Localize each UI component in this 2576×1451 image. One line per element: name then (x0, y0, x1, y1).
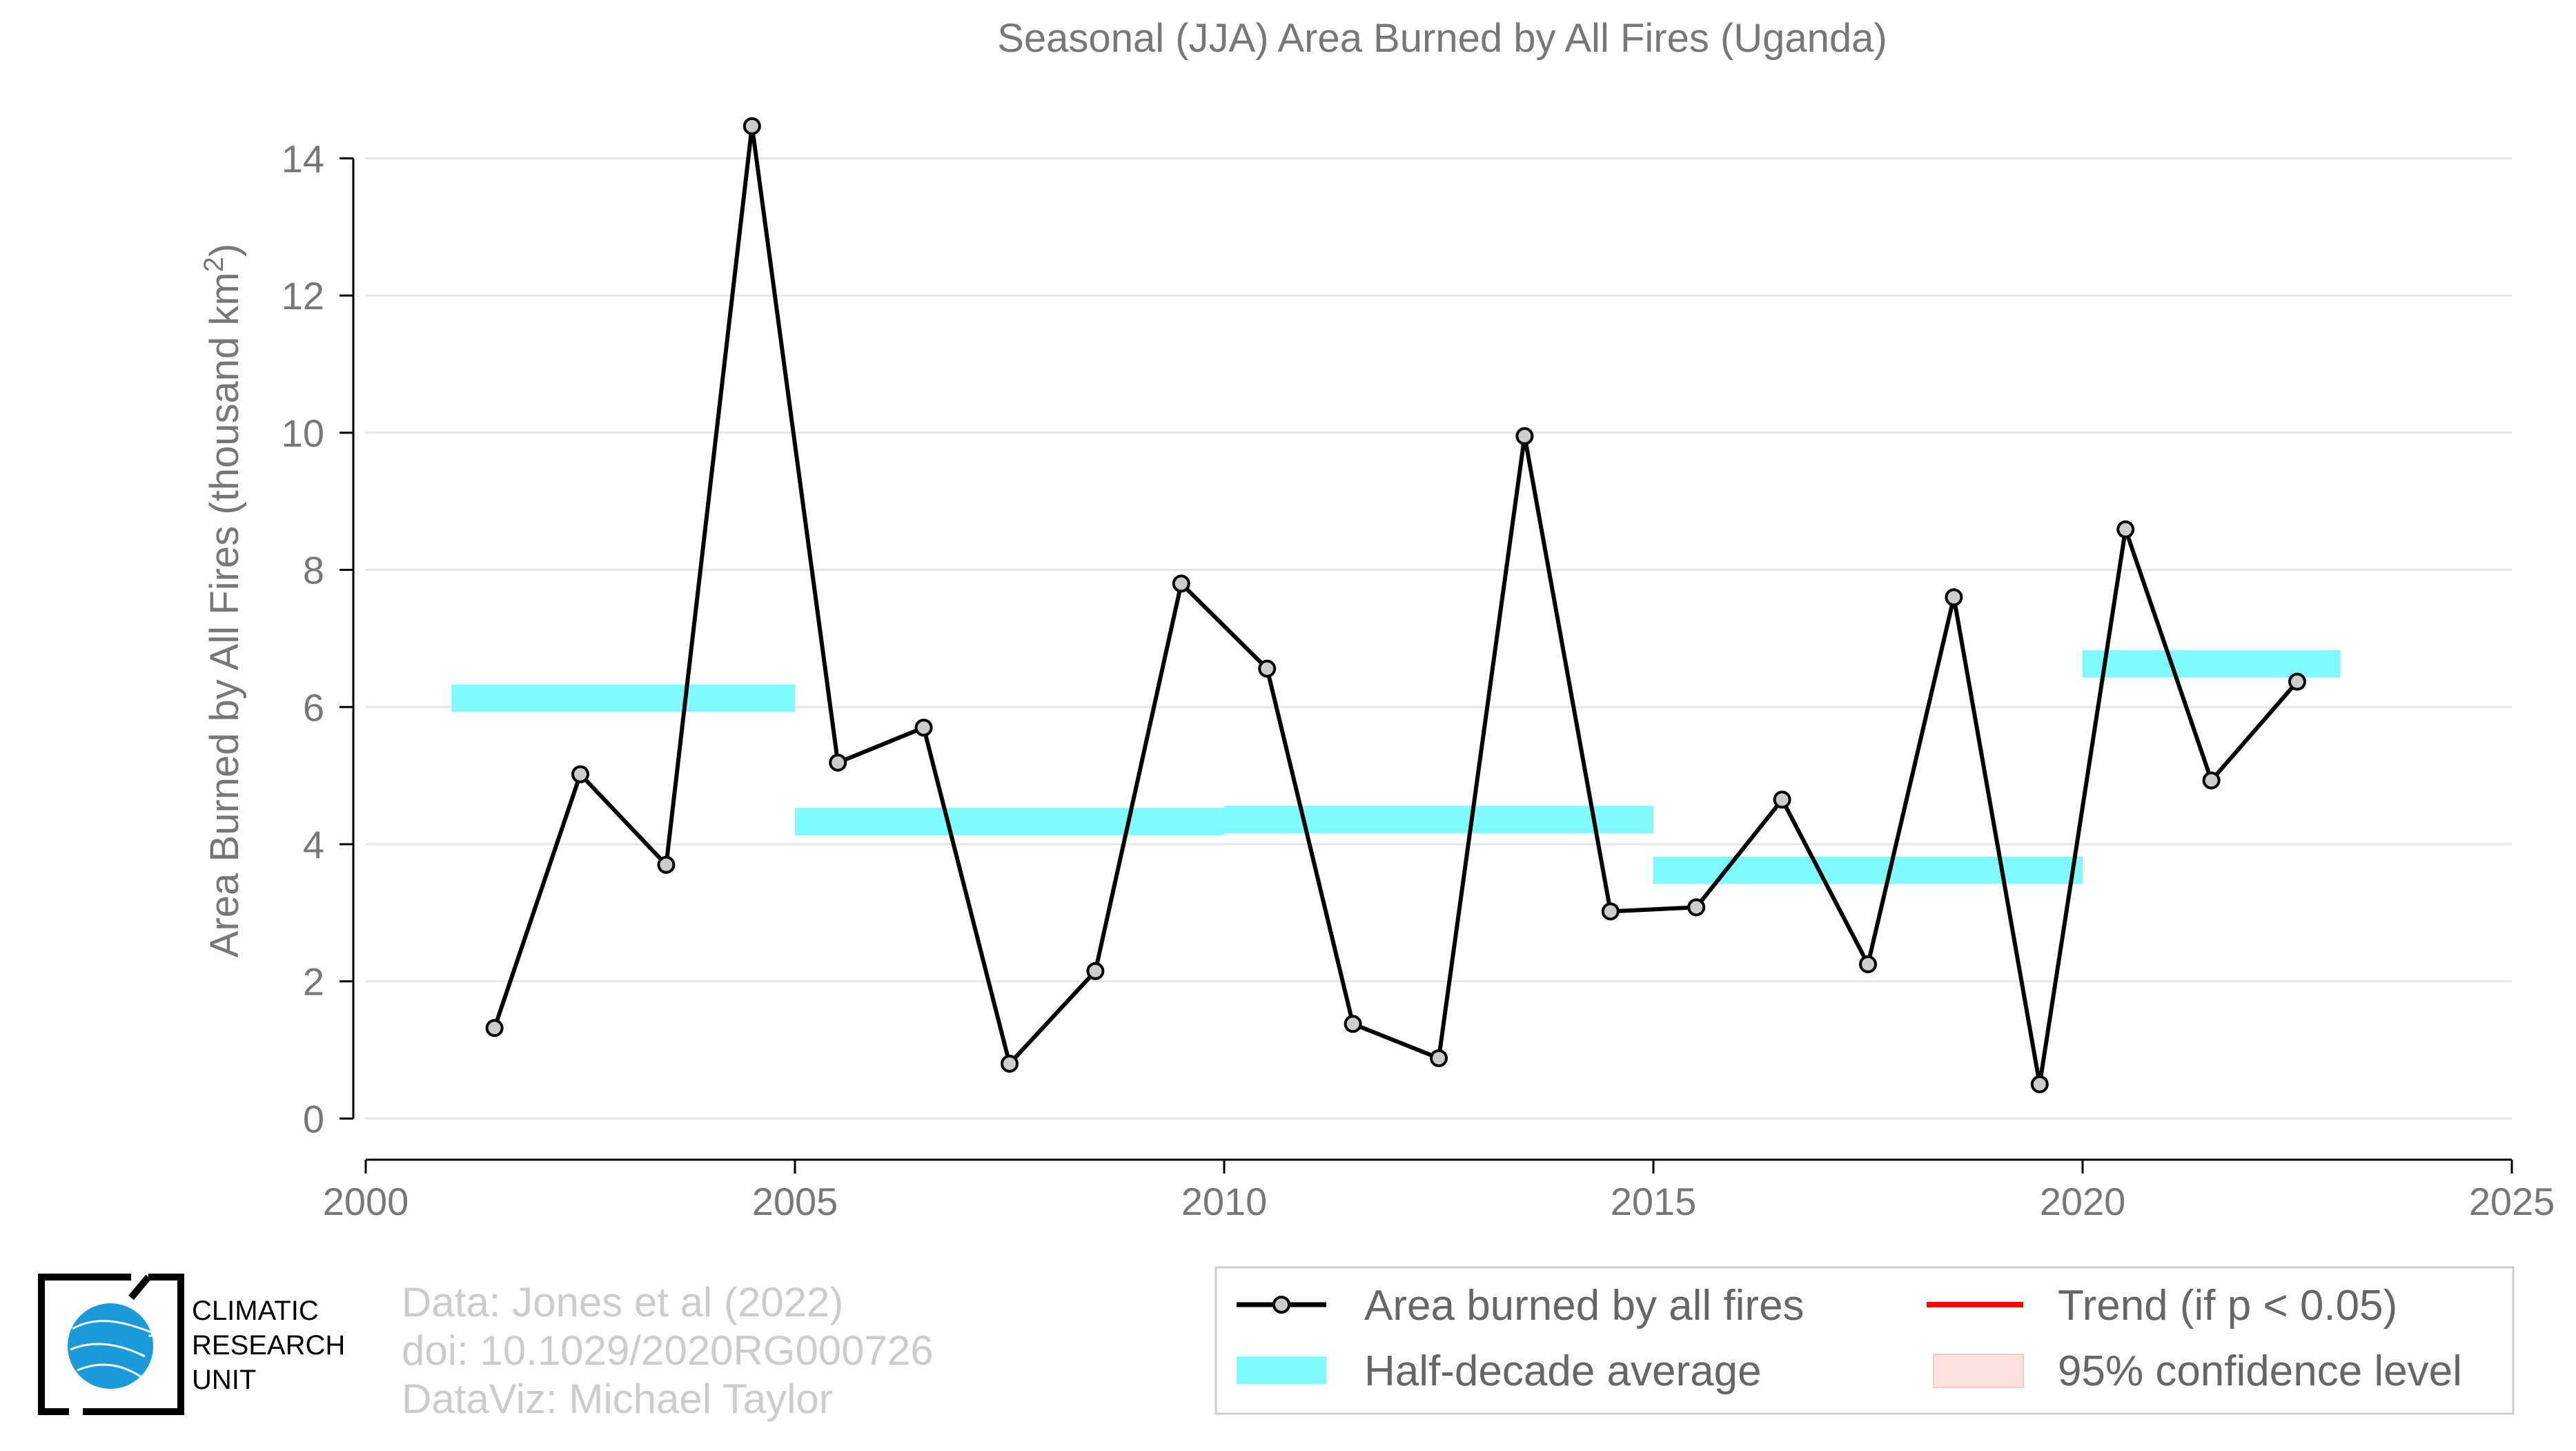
legend: Area burned by all fires Trend (if p < 0… (1215, 1266, 2515, 1415)
y-tick-label: 6 (303, 685, 324, 729)
globe-swirl-1 (72, 1320, 155, 1337)
data-point (1945, 588, 1963, 607)
half-decade-band (451, 684, 795, 712)
legend-label-half-decade: Half-decade average (1364, 1347, 1762, 1395)
y-tick-label: 10 (282, 411, 324, 455)
series-points (485, 117, 2306, 1093)
legend-label-confidence: 95% confidence level (2058, 1347, 2462, 1395)
y-tick-label: 0 (303, 1097, 324, 1140)
series-line (492, 124, 2299, 1087)
logo-text-line1: CLIMATIC (192, 1296, 319, 1326)
legend-label-area-burned: Area burned by all fires (1364, 1282, 1805, 1330)
y-axis-label-close: ) (202, 244, 247, 257)
data-point (1172, 574, 1190, 593)
half-decade-band (795, 808, 1224, 836)
credit-data-source: Data: Jones et al (2022) (402, 1279, 843, 1325)
data-point (657, 855, 676, 874)
gridlines (366, 157, 2512, 1120)
y-axis-label: Area Burned by All Fires (thousand km2) (199, 244, 247, 958)
data-point (743, 117, 761, 135)
half-decade-band (1224, 806, 1653, 834)
data-point (1859, 955, 1877, 973)
data-point (2030, 1075, 2049, 1093)
y-tick-label: 2 (303, 960, 324, 1004)
credit-doi: doi: 10.1029/2020RG000726 (402, 1327, 934, 1374)
cru-logo: CLIMATIC RESEARCH UNIT (38, 1274, 345, 1415)
data-point (2288, 672, 2306, 691)
half-decade-band (2083, 650, 2341, 678)
x-tick-label: 2025 (2469, 1180, 2555, 1223)
data-point (1601, 902, 1620, 921)
data-point (571, 765, 589, 783)
y-tick-label: 12 (282, 274, 324, 318)
data-point (2116, 520, 2135, 538)
y-tick-label: 8 (303, 549, 324, 592)
half-decade-bands (451, 650, 2341, 884)
legend-label-trend: Trend (if p < 0.05) (2058, 1282, 2397, 1330)
data-point (914, 719, 933, 737)
y-tick-label: 14 (282, 137, 324, 180)
y-tick-label: 4 (303, 823, 324, 866)
x-tick-label: 2005 (752, 1180, 838, 1223)
legend-ci-swatch (1933, 1354, 2024, 1388)
globe-swirl-3 (77, 1363, 142, 1379)
legend-band-swatch (1237, 1356, 1326, 1384)
data-point (1086, 962, 1105, 980)
series-line-layer (492, 124, 2299, 1087)
data-point (1773, 790, 1791, 809)
logo-bracket-left (38, 1274, 131, 1415)
data-point (829, 753, 847, 772)
logo-text-line2: RESEARCH (192, 1330, 345, 1361)
data-point (1344, 1015, 1362, 1033)
data-point (1258, 659, 1277, 678)
globe-swirl-2 (70, 1343, 146, 1358)
chart-title: Seasonal (JJA) Area Burned by All Fires … (997, 16, 1887, 61)
axes: 0 2 4 6 8 10 12 14 2000 2005 2010 2015 2020 2025 (282, 137, 2555, 1223)
x-tick-label: 2010 (1181, 1180, 1268, 1223)
logo-bracket-right (83, 1274, 184, 1415)
y-axis-label-main: Area Burned by All Fires (thousand km (202, 272, 247, 957)
x-tick-label: 2015 (1611, 1180, 1697, 1223)
logo-text-line3: UNIT (192, 1365, 256, 1395)
x-tick-label: 2020 (2040, 1180, 2126, 1223)
data-point (1001, 1054, 1019, 1073)
legend-marker-swatch (1272, 1296, 1290, 1314)
data-point (2202, 771, 2221, 790)
y-axis-label-superscript: 2 (199, 257, 229, 272)
data-point (1515, 427, 1534, 445)
data-point (1430, 1049, 1448, 1067)
legend-frame (1215, 1266, 2515, 1415)
data-point (1687, 898, 1706, 917)
credit-dataviz: DataViz: Michael Taylor (402, 1376, 833, 1422)
x-tick-label: 2000 (323, 1180, 409, 1223)
logo-slash (128, 1274, 151, 1301)
data-point (485, 1019, 504, 1038)
